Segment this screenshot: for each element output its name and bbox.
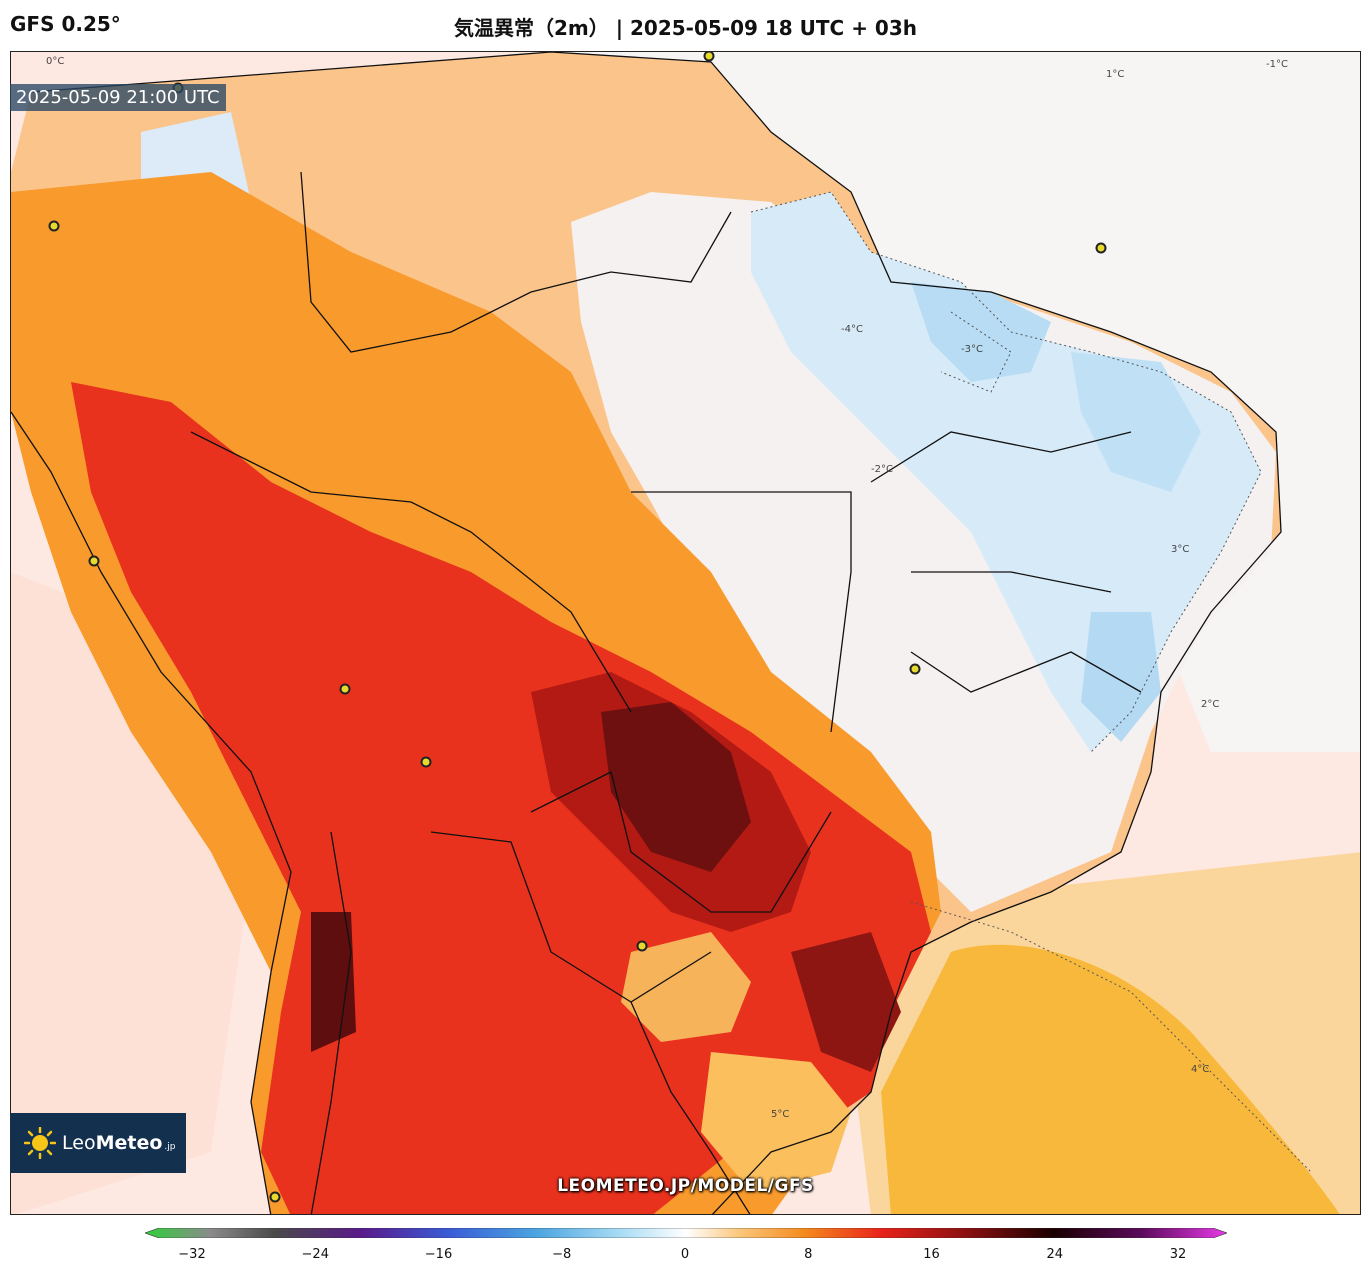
cool-anomaly-core-southeast bbox=[1081, 612, 1161, 742]
leometeo-logo[interactable]: LeoMeteo .jp bbox=[10, 1113, 186, 1173]
warm-anomaly-core-andes bbox=[311, 912, 356, 1052]
border-state-3 bbox=[911, 571, 1112, 593]
city-marker bbox=[88, 555, 100, 567]
city-marker bbox=[48, 220, 60, 232]
colorbar bbox=[145, 1228, 1227, 1238]
colorbar-tick-label: −24 bbox=[301, 1247, 329, 1262]
border-bolivia-brazil bbox=[530, 771, 832, 913]
city-marker bbox=[269, 1191, 281, 1203]
colorbar-tick-labels: −32 −24 −16 −8 0 8 16 24 32 bbox=[0, 1247, 1371, 1263]
contour-label: 0°C bbox=[46, 56, 64, 67]
cool-anomaly-core-east bbox=[1071, 352, 1201, 492]
city-marker bbox=[1095, 242, 1107, 254]
contour-lines bbox=[750, 191, 1312, 1173]
valid-time-badge: 2025-05-09 21:00 UTC bbox=[10, 84, 226, 111]
ocean-anomaly-orange bbox=[881, 944, 1340, 1214]
colorbar-tick-label: 24 bbox=[1046, 1247, 1064, 1262]
anomaly-map: 0°C -1°C 1°C 2°C -2°C 3°C -3°C 4°C -4°C … bbox=[11, 52, 1360, 1214]
warm-anomaly-core-south bbox=[791, 932, 901, 1072]
contour-label: 3°C bbox=[1171, 544, 1189, 555]
city-markers bbox=[48, 52, 1107, 1203]
model-label: GFS 0.25° bbox=[10, 12, 121, 36]
map-title: 気温異常（2m） | 2025-05-09 18 UTC + 03h bbox=[454, 16, 917, 40]
ocean-pacific bbox=[11, 572, 251, 1214]
border-state-2 bbox=[870, 431, 1132, 483]
city-marker bbox=[636, 940, 648, 952]
logo-wordmark: LeoMeteo bbox=[62, 1132, 162, 1154]
contour-label: 2°C bbox=[1201, 699, 1219, 710]
contour-label: -1°C bbox=[1266, 59, 1288, 70]
city-marker bbox=[339, 683, 351, 695]
colorbar-tick-label: −8 bbox=[552, 1247, 572, 1262]
border-chile-argentina bbox=[310, 831, 352, 1214]
border-paraguay bbox=[430, 831, 712, 1003]
city-marker bbox=[420, 756, 432, 768]
border-peru-brazil bbox=[190, 431, 632, 713]
pacific-coastline bbox=[11, 411, 292, 1214]
logo-word-bold: Meteo bbox=[95, 1132, 163, 1154]
warm-anomaly-core bbox=[601, 702, 751, 872]
source-watermark: LEOMETEO.JP/MODEL/GFS bbox=[557, 1176, 814, 1196]
colorbar-tick-label: 8 bbox=[804, 1247, 813, 1262]
border-venezuela-brazil bbox=[300, 171, 732, 353]
colorbar-tick-label: 16 bbox=[923, 1247, 940, 1262]
city-marker bbox=[909, 663, 921, 675]
colorbar-tick-label: −16 bbox=[424, 1247, 453, 1262]
city-marker bbox=[703, 52, 715, 62]
border-state-1 bbox=[631, 491, 852, 733]
contour-label: 4°C bbox=[1191, 1064, 1209, 1075]
colorbar-tick-label: −32 bbox=[178, 1247, 206, 1262]
colorbar-tick-label: 0 bbox=[680, 1247, 690, 1262]
colorbar-tick-label: 32 bbox=[1169, 1247, 1187, 1262]
contour-label: -4°C bbox=[841, 324, 863, 335]
border-argentina-uruguay bbox=[630, 1001, 751, 1214]
sun-icon bbox=[24, 1127, 56, 1159]
map-canvas[interactable]: 0°C -1°C 1°C 2°C -2°C 3°C -3°C 4°C -4°C … bbox=[10, 51, 1361, 1215]
country-borders bbox=[11, 52, 1282, 1214]
warm-anomaly-pocket bbox=[621, 932, 751, 1042]
contour-label: 5°C bbox=[771, 1109, 789, 1120]
border-state-4 bbox=[910, 651, 1142, 693]
contour-label: -2°C bbox=[871, 464, 893, 475]
contour-label: -3°C bbox=[961, 344, 983, 355]
warm-anomaly-uruguay bbox=[701, 1052, 851, 1192]
logo-word-light: Leo bbox=[62, 1132, 96, 1154]
contour-label: 1°C bbox=[1106, 69, 1124, 80]
atlantic-coastline bbox=[30, 52, 1282, 1214]
logo-suffix: .jp bbox=[164, 1142, 176, 1152]
